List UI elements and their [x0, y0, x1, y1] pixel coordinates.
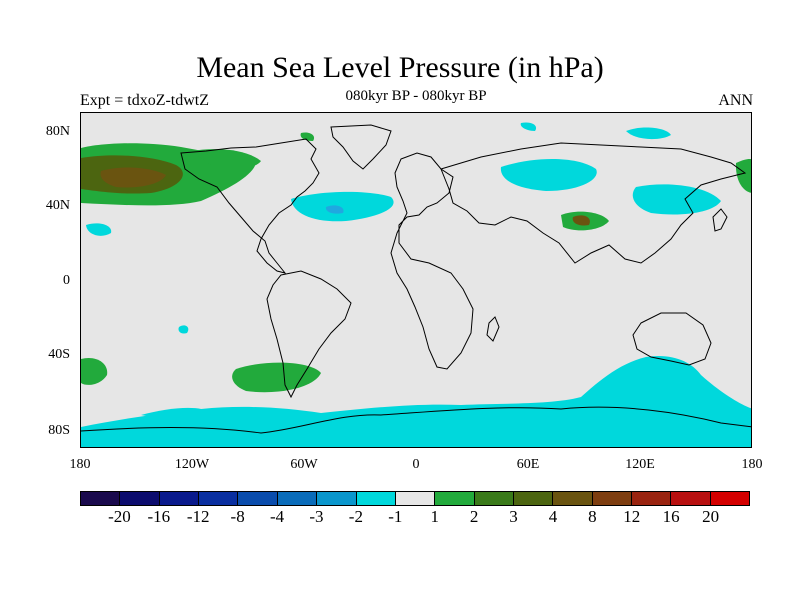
siberia-negative: [501, 159, 597, 191]
arctic-negative: [626, 128, 671, 140]
map-title: Mean Sea Level Pressure (in hPa): [0, 50, 800, 86]
lat-label-40n: 40N: [0, 199, 70, 213]
map-panel: [80, 112, 752, 448]
japan-coast: [713, 209, 727, 231]
south-pacific-positive: [81, 358, 107, 385]
colorbar-swatch: [357, 492, 396, 505]
lon-label-120w: 120W: [162, 457, 222, 473]
colorbar-swatch: [278, 492, 317, 505]
nw-pacific-positive: [736, 159, 752, 193]
north-atlantic-negative: [291, 192, 394, 221]
colorbar-swatch: [435, 492, 474, 505]
lat-label-80s: 80S: [0, 424, 70, 438]
colorbar-label: 16: [651, 507, 691, 527]
south-pacific-patch: [178, 325, 188, 333]
colorbar-label: -12: [178, 507, 218, 527]
colorbar-swatch: [238, 492, 277, 505]
lon-label-120e: 120E: [610, 457, 670, 473]
colorbar-swatch: [120, 492, 159, 505]
colorbar: [80, 491, 750, 506]
colorbar-label: 20: [691, 507, 731, 527]
colorbar-swatch: [593, 492, 632, 505]
lon-label-60e: 60E: [498, 457, 558, 473]
arctic-patch: [521, 122, 536, 131]
europe-africa-coast: [391, 153, 473, 369]
colorbar-swatch: [81, 492, 120, 505]
colorbar-label: -3: [296, 507, 336, 527]
greenland-coast: [331, 125, 391, 169]
colorbar-label: -1: [375, 507, 415, 527]
lat-label-40s: 40S: [0, 348, 70, 362]
lon-label-0: 0: [386, 457, 446, 473]
season-label: ANN: [718, 92, 753, 110]
lon-label-180e: 180: [722, 457, 782, 473]
colorbar-label: -8: [218, 507, 258, 527]
colorbar-label: -2: [336, 507, 376, 527]
period-label: 080kyr BP - 080kyr BP: [0, 88, 800, 105]
colorbar-label: -4: [257, 507, 297, 527]
colorbar-swatch: [671, 492, 710, 505]
colorbar-label: 2: [454, 507, 494, 527]
colorbar-label: 12: [612, 507, 652, 527]
colorbar-swatch: [711, 492, 749, 505]
colorbar-swatch: [160, 492, 199, 505]
east-asia-negative: [633, 184, 721, 214]
colorbar-label: -20: [99, 507, 139, 527]
colorbar-swatch: [632, 492, 671, 505]
colorbar-swatch: [317, 492, 356, 505]
madagascar-coast: [487, 317, 499, 341]
colorbar-label: -16: [139, 507, 179, 527]
lat-label-0: 0: [0, 274, 70, 288]
lon-label-60w: 60W: [274, 457, 334, 473]
map-svg: [81, 113, 752, 448]
lon-label-180w: 180: [50, 457, 110, 473]
lat-label-80n: 80N: [0, 125, 70, 139]
colorbar-swatch: [553, 492, 592, 505]
colorbar-swatch: [396, 492, 435, 505]
colorbar-label: 4: [533, 507, 573, 527]
subtropical-pacific-negative: [86, 223, 111, 235]
southern-ocean-negative: [81, 356, 752, 448]
colorbar-label: 3: [494, 507, 534, 527]
colorbar-label: 1: [415, 507, 455, 527]
anomaly-regions: [81, 122, 752, 448]
colorbar-swatch: [514, 492, 553, 505]
colorbar-swatch: [475, 492, 514, 505]
colorbar-swatch: [199, 492, 238, 505]
australia-coast: [633, 313, 711, 365]
colorbar-label: 8: [572, 507, 612, 527]
